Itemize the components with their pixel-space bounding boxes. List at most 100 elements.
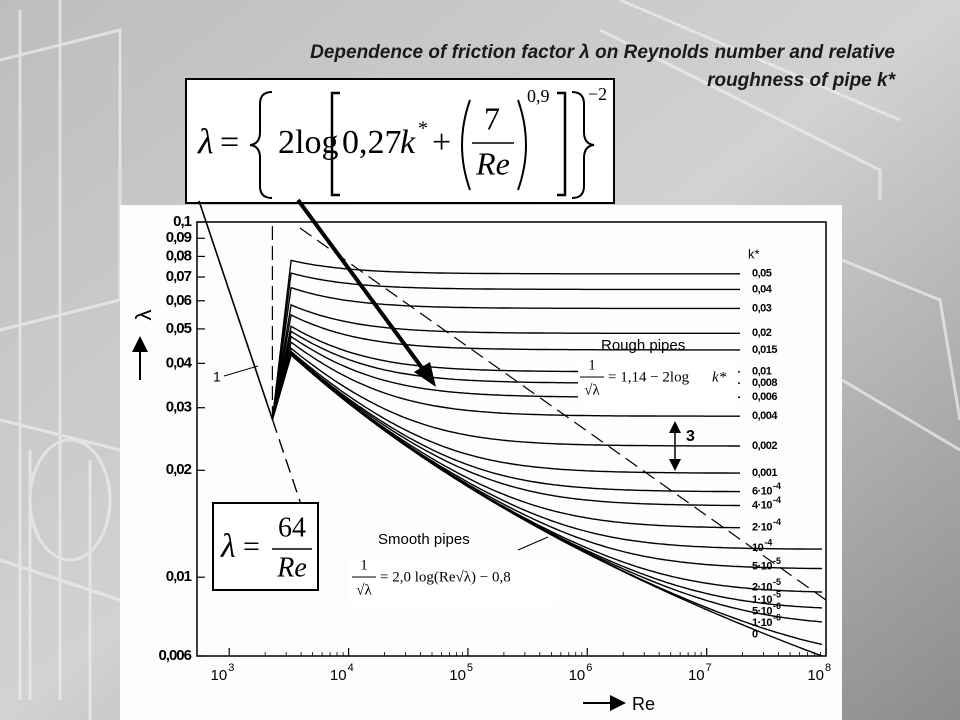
k-label: 0 — [752, 629, 758, 641]
k-label: 0,04 — [752, 283, 773, 295]
k-label: 10 — [752, 542, 764, 554]
x-tick-label: 10 — [211, 667, 228, 684]
k-label: 1·10 — [752, 617, 772, 629]
k-label-exp: -4 — [773, 481, 781, 491]
title-line: Dependence of friction factor λ on Reyno… — [310, 42, 895, 63]
y-tick-label: 0,07 — [166, 268, 192, 285]
bracket — [557, 91, 567, 197]
x-tick-label-exp: 5 — [467, 662, 473, 674]
k-label: 0,02 — [752, 327, 772, 339]
formula-symbol: √λ — [584, 382, 600, 398]
friction-curve — [271, 341, 740, 420]
friction-curve — [271, 272, 740, 420]
k-label: 2·10 — [752, 522, 772, 534]
formula-symbol: 2log — [278, 124, 338, 161]
k-label: 0,015 — [752, 344, 777, 356]
formula-symbol: 7 — [484, 100, 500, 136]
k-label-exp: -6 — [773, 612, 781, 622]
formula-symbol: √λ — [356, 582, 372, 598]
plot-frame — [196, 221, 827, 657]
formula-symbol: * — [418, 118, 428, 140]
friction-curve — [271, 350, 740, 474]
formula-symbol: = 1,14 − 2log — [608, 369, 690, 385]
formula-symbol: + — [432, 124, 451, 161]
k-label-exp: -5 — [773, 589, 781, 599]
formula-symbol: = 2,0 log(Re√λ) − 0,8 — [380, 569, 511, 585]
k-label: 4·10 — [752, 499, 772, 511]
formula-symbol: 1 — [588, 357, 596, 373]
formula-box: λ = 2log 0,27 k * + 7 Re 0,9 −2 — [185, 78, 615, 204]
formula-frame — [212, 502, 319, 591]
k-label: 0,05 — [752, 268, 772, 280]
k-label: 0,03 — [752, 302, 772, 314]
friction-curve — [271, 347, 740, 447]
x-tick-label: 10 — [688, 667, 705, 684]
y-tick-label: 0,01 — [166, 568, 192, 585]
x-tick-label-exp: 4 — [348, 662, 354, 674]
laminar-formula: λ = 64 Re — [212, 502, 319, 591]
formula-symbol: = — [243, 530, 260, 563]
annotation: Smooth pipes — [378, 531, 470, 548]
y-axis-label: λ — [131, 310, 156, 321]
y-tick-label: 0,02 — [166, 461, 192, 478]
k-label-exp: -4 — [764, 538, 772, 548]
k-label: 0,002 — [752, 440, 777, 452]
x-tick-label-exp: 3 — [228, 662, 234, 674]
y-tick-label: 0,006 — [158, 647, 191, 664]
x-tick-label-exp: 8 — [825, 662, 831, 674]
formula-symbol: −2 — [588, 84, 607, 104]
formula-symbol: λ — [197, 121, 214, 161]
k-label-exp: -6 — [773, 601, 781, 611]
y-tick-label: 0,05 — [166, 320, 192, 337]
formula-symbol: 1 — [360, 557, 368, 573]
formula-symbol: 64 — [278, 512, 306, 543]
y-tick-label: 0,08 — [166, 247, 192, 264]
title-line: roughness of pipe k* — [707, 70, 897, 91]
rough-boundary — [299, 227, 827, 601]
formula-bg — [348, 556, 558, 606]
formula-symbol: k — [400, 124, 416, 161]
x-tick-label: 10 — [449, 667, 466, 684]
leader-line — [223, 365, 259, 377]
k-label: 0,004 — [752, 410, 778, 422]
laminar-line — [198, 200, 274, 420]
k-label-exp: -5 — [773, 577, 781, 587]
formula-symbol: k* — [712, 369, 727, 385]
k-label: 0,008 — [752, 377, 777, 389]
k-label: 2·10 — [752, 581, 772, 593]
k-label-exp: -4 — [773, 495, 781, 505]
y-tick-label: 0,1 — [173, 213, 192, 230]
k-label: 0,01 — [752, 366, 772, 378]
plot: 0,10,090,080,070,060,050,040,030,020,010… — [158, 200, 831, 684]
friction-curve — [271, 313, 740, 420]
formula-bg — [578, 356, 738, 406]
y-tick-label: 0,09 — [166, 229, 192, 246]
y-tick-label: 0,03 — [166, 399, 192, 416]
x-tick-label-exp: 6 — [586, 662, 592, 674]
k-label-exp: -4 — [773, 517, 781, 527]
y-tick-label: 0,04 — [166, 354, 193, 371]
friction-curve — [271, 352, 740, 507]
pointer-arrow-head — [414, 362, 436, 387]
annotation: 1 — [213, 369, 221, 385]
pointer-arrow — [296, 198, 430, 378]
formula-symbol: = — [220, 124, 239, 161]
friction-curve — [271, 286, 740, 420]
x-tick-label-exp: 7 — [706, 662, 712, 674]
formula-symbol: 0,9 — [527, 86, 550, 106]
friction-curve — [271, 259, 740, 420]
annotation: 3 — [686, 428, 695, 445]
formula-symbol: Re — [475, 145, 510, 181]
bracket — [330, 91, 340, 197]
k-label-exp: -5 — [773, 556, 781, 566]
x-axis-label: Re — [632, 694, 655, 714]
leader-line — [517, 536, 549, 551]
k-heading: k* — [748, 246, 760, 261]
k-label: 0,001 — [752, 467, 777, 479]
friction-curve — [271, 353, 823, 657]
k-label: 0,006 — [752, 391, 777, 403]
y-tick-label: 0,06 — [166, 292, 192, 309]
formula-symbol: 0,27 — [342, 124, 402, 161]
x-tick-label: 10 — [807, 667, 824, 684]
